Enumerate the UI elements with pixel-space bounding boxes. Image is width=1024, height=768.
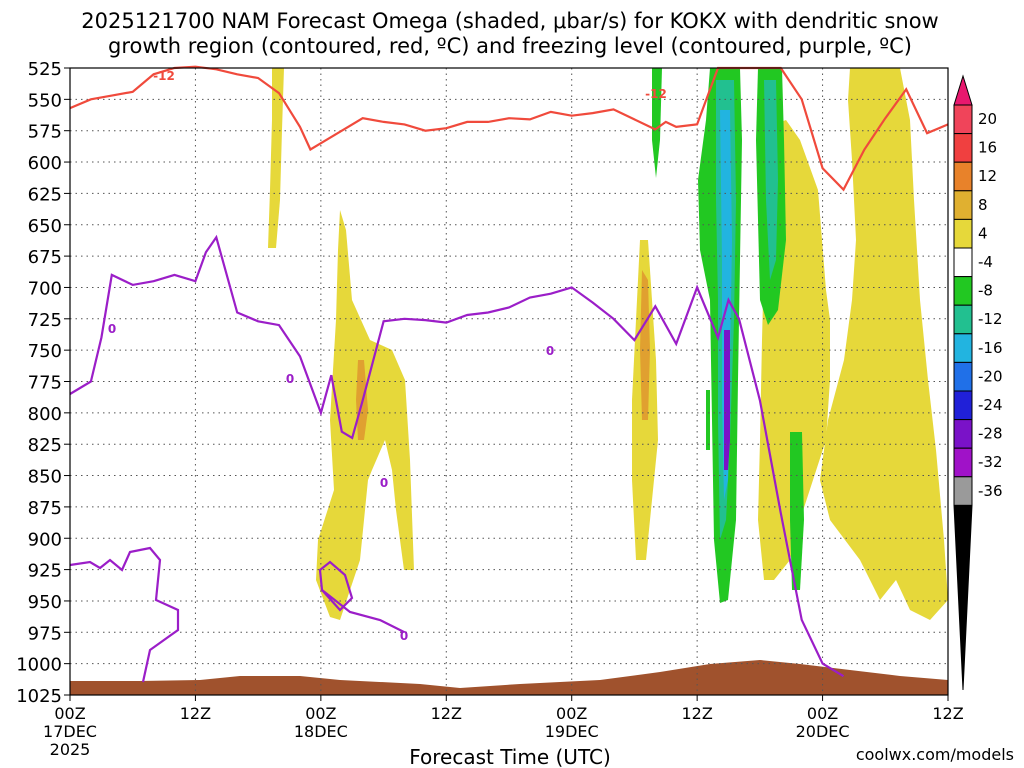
colorbar-label: 8 [978, 196, 988, 214]
colorbar-segment [953, 104, 973, 135]
y-tick-label: 900 [28, 529, 62, 550]
y-tick-label: 800 [28, 404, 62, 425]
freezing-label-1: 0 [108, 322, 116, 336]
y-tick-label: 525 [28, 59, 62, 80]
colorbar-label: -20 [978, 367, 1003, 385]
colorbar-label: -36 [978, 482, 1003, 500]
terrain-surface [70, 660, 948, 695]
colorbar-segment [953, 419, 973, 449]
colorbar-segment [953, 247, 973, 278]
y-tick-label: 625 [28, 184, 62, 205]
x-tick-label: 12Z [431, 704, 462, 723]
x-tick-label: 00Z [807, 704, 838, 723]
colorbar-label: 12 [978, 167, 997, 185]
colorbar-label: -4 [978, 253, 993, 271]
x-tick-date-label: 17DEC [43, 722, 97, 741]
omega-region-ascent-5 [820, 68, 948, 620]
y-tick-label: 550 [28, 90, 62, 111]
x-axis-label: Forecast Time (UTC) [409, 745, 611, 768]
y-tick-label: 825 [28, 435, 62, 456]
omega-region-ascent-core [640, 270, 650, 420]
colorbar-label: 4 [978, 224, 988, 242]
snow-growth-label-2: -12 [645, 87, 667, 101]
y-tick-label: 600 [28, 153, 62, 174]
freezing-label-5: 0 [400, 629, 408, 643]
omega-region-subsidence-1 [652, 68, 662, 178]
x-tick-label: 00Z [54, 704, 85, 723]
colorbar-segment [953, 218, 973, 249]
colorbar-top-arrow [953, 74, 973, 106]
x-tick-label: 12Z [681, 704, 712, 723]
chart-title-line1: 2025121700 NAM Forecast Omega (shaded, μ… [81, 9, 938, 33]
colorbar-segment [953, 390, 973, 421]
y-tick-label: 575 [28, 122, 62, 143]
colorbar-label: 16 [978, 139, 997, 157]
colorbar-segment [953, 190, 973, 220]
x-tick-label: 12Z [932, 704, 963, 723]
colorbar-label: -12 [978, 310, 1003, 328]
colorbar-label: -24 [978, 396, 1003, 414]
y-tick-label: 950 [28, 592, 62, 613]
y-tick-label: 1025 [16, 686, 62, 707]
x-tick-date-label: 18DEC [294, 722, 348, 741]
y-tick-label: 675 [28, 247, 62, 268]
colorbar-label: -16 [978, 339, 1003, 357]
freezing-label-2: 0 [286, 372, 294, 386]
y-tick-label: 925 [28, 561, 62, 582]
x-tick-label: 00Z [305, 704, 336, 723]
y-tick-label: 700 [28, 278, 62, 299]
colorbar-segment [953, 133, 973, 163]
freezing-level-contour-lobe [318, 560, 405, 633]
colorbar-label: -32 [978, 453, 1003, 471]
freezing-label-3: 0 [546, 344, 554, 358]
freezing-level-contour [69, 234, 845, 678]
colorbar-segment [953, 361, 973, 392]
snow-growth-contour [69, 65, 949, 192]
y-tick-label: 750 [28, 341, 62, 362]
colorbar-segment [953, 161, 973, 192]
y-tick-label: 725 [28, 310, 62, 331]
colorbar-label: -28 [978, 425, 1003, 443]
y-tick-label: 975 [28, 623, 62, 644]
snow-growth-label-1: -12 [153, 69, 175, 83]
x-tick-label: 00Z [556, 704, 587, 723]
chart-title-line2: growth region (contoured, red, ºC) and f… [108, 34, 912, 58]
x-tick-date-label: 20DEC [796, 722, 850, 741]
colorbar-bottom-arrow [953, 504, 973, 691]
y-tick-label: 850 [28, 467, 62, 488]
freezing-label-4: 0 [380, 476, 388, 490]
y-tick-label: 875 [28, 498, 62, 519]
omega-region-subsidence-7 [764, 80, 778, 280]
x-tick-year-label: 2025 [50, 740, 91, 759]
omega-region-subsidence-5 [724, 330, 730, 470]
omega-region-subsidence-9 [706, 390, 710, 450]
colorbar-label: 20 [978, 110, 997, 128]
colorbar-label: -8 [978, 282, 993, 300]
y-tick-label: 650 [28, 216, 62, 237]
freezing-level-contour-lower [69, 546, 180, 683]
credit-text: coolwx.com/models [856, 745, 1014, 764]
y-tick-label: 1000 [16, 655, 62, 676]
colorbar-segment [953, 333, 973, 363]
colorbar-segment [953, 304, 973, 335]
omega-region-ascent-1 [268, 68, 284, 248]
colorbar-segment [953, 447, 973, 478]
x-tick-date-label: 19DEC [545, 722, 599, 741]
x-tick-label: 12Z [180, 704, 211, 723]
colorbar: 20 16 12 8 4 -4 -8 -12 -16 -20 -24 -28 -32 -36 [953, 74, 1003, 691]
omega-region-subsidence-8 [790, 432, 804, 590]
colorbar-segment [953, 276, 973, 306]
colorbar-segment [953, 476, 973, 506]
y-tick-label: 775 [28, 373, 62, 394]
y-axis-ticks: 525 550 575 600 625 650 675 700 725 750 775 800 825 8… [16, 59, 70, 707]
omega-shading-layer [268, 68, 948, 620]
